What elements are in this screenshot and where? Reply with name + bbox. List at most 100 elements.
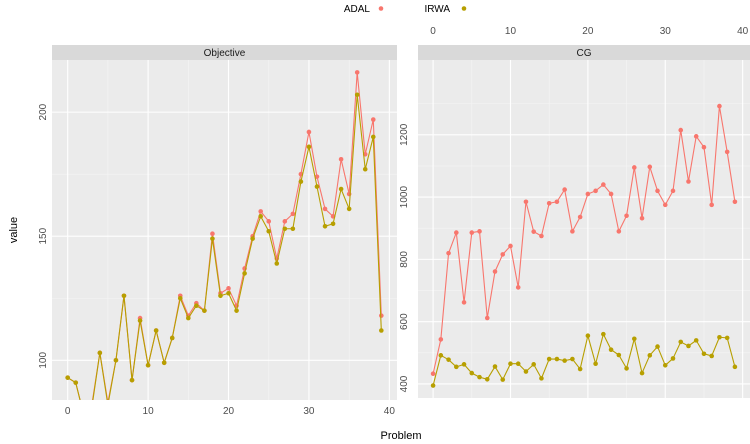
- data-point-adal: [446, 250, 451, 256]
- data-point-irwa: [306, 144, 312, 150]
- data-point-irwa: [137, 318, 143, 323]
- data-point-adal: [354, 70, 360, 75]
- data-point-irwa: [601, 331, 606, 337]
- y-tick-label: 150: [38, 227, 49, 244]
- data-point-irwa: [354, 92, 360, 98]
- data-point-irwa: [724, 335, 730, 341]
- data-point-irwa: [709, 353, 714, 359]
- facet-panels: Objective 0 10 20 30 40 100 150 200 CG 0 10 20 30 40 40…: [38, 26, 750, 417]
- data-point-irwa: [732, 364, 738, 370]
- data-point-irwa: [531, 362, 536, 367]
- data-point-irwa: [202, 308, 207, 313]
- data-point-irwa: [234, 308, 239, 313]
- data-point-irwa: [508, 361, 513, 367]
- y-tick-label: 600: [399, 313, 410, 330]
- data-point-irwa: [298, 179, 304, 184]
- data-point-adal: [577, 214, 583, 220]
- data-point-irwa: [484, 377, 490, 382]
- plot-area: [430, 103, 738, 388]
- data-point-irwa: [129, 377, 135, 383]
- data-point-adal: [290, 211, 296, 217]
- data-point-adal: [454, 230, 459, 235]
- data-point-adal: [523, 199, 529, 205]
- x-tick-label: 20: [223, 406, 235, 417]
- x-tick-label: 20: [582, 26, 594, 37]
- data-point-irwa: [362, 166, 368, 172]
- data-point-adal: [601, 182, 606, 187]
- data-point-irwa: [430, 383, 436, 388]
- strip-background: [418, 45, 750, 60]
- data-point-adal: [508, 243, 513, 249]
- data-point-adal: [724, 149, 730, 155]
- data-point-irwa: [655, 344, 660, 349]
- panel-background: [52, 60, 397, 400]
- data-point-irwa: [218, 293, 223, 299]
- data-point-irwa: [242, 271, 247, 276]
- data-point-irwa: [554, 356, 560, 362]
- legend-label-adal: ADAL: [344, 4, 371, 15]
- data-point-irwa: [338, 186, 344, 192]
- data-point-irwa: [585, 333, 591, 338]
- data-point-irwa: [693, 338, 699, 343]
- data-point-irwa: [670, 356, 676, 361]
- data-point-adal: [370, 117, 376, 122]
- panel-objective: Objective 0 10 20 30 40 100 150 200: [38, 45, 397, 417]
- data-point-adal: [717, 103, 722, 109]
- data-point-irwa: [608, 347, 614, 353]
- data-point-adal: [210, 231, 215, 237]
- data-point-adal: [477, 229, 482, 234]
- data-point-adal: [670, 188, 676, 194]
- data-point-irwa: [161, 360, 167, 366]
- data-point-irwa: [662, 362, 668, 368]
- series-line-irwa: [67, 94, 382, 400]
- data-point-irwa: [379, 328, 384, 333]
- data-point-irwa: [106, 403, 111, 408]
- data-point-irwa: [624, 366, 629, 371]
- data-point-irwa: [523, 369, 529, 374]
- y-tick-label: 100: [38, 352, 49, 369]
- data-point-adal: [616, 229, 622, 234]
- data-point-adal: [322, 206, 328, 212]
- x-tick-label: 40: [384, 406, 396, 417]
- data-point-irwa: [546, 356, 552, 362]
- data-point-adal: [266, 219, 272, 224]
- x-tick-label: 30: [303, 406, 315, 417]
- data-point-irwa: [169, 335, 175, 341]
- data-point-adal: [570, 229, 575, 234]
- data-point-adal: [531, 229, 536, 234]
- data-point-irwa: [226, 290, 231, 296]
- x-tick-label: 0: [430, 26, 436, 37]
- data-point-adal: [585, 191, 591, 197]
- data-point-adal: [500, 252, 506, 257]
- data-point-irwa: [65, 375, 70, 380]
- data-point-irwa: [330, 221, 336, 227]
- data-point-adal: [515, 285, 521, 290]
- data-point-irwa: [314, 184, 320, 189]
- strip-label-objective: Objective: [204, 48, 246, 59]
- x-tick-label: 10: [505, 26, 517, 37]
- plot-area: [65, 70, 384, 418]
- data-point-adal: [546, 200, 552, 206]
- data-point-irwa: [492, 364, 498, 369]
- data-point-irwa: [717, 334, 722, 340]
- data-point-adal: [81, 413, 86, 418]
- data-point-adal: [90, 403, 95, 408]
- data-point-irwa: [177, 295, 183, 301]
- data-point-irwa: [477, 374, 482, 380]
- data-point-irwa: [186, 315, 191, 321]
- data-point-irwa: [593, 361, 598, 367]
- y-tick-label: 200: [38, 103, 49, 120]
- x-tick-label: 30: [660, 26, 672, 37]
- data-point-irwa: [577, 366, 583, 372]
- data-point-adal: [701, 144, 707, 150]
- major-gridlines: [52, 60, 397, 400]
- data-point-adal: [647, 164, 653, 170]
- data-point-irwa: [81, 413, 86, 418]
- y-tick-label: 1000: [399, 186, 410, 209]
- legend: ADAL IRWA: [344, 4, 467, 15]
- data-point-irwa: [647, 353, 653, 358]
- data-point-irwa: [370, 134, 376, 140]
- data-point-adal: [338, 156, 344, 162]
- data-point-adal: [732, 199, 738, 205]
- data-point-irwa: [346, 206, 352, 212]
